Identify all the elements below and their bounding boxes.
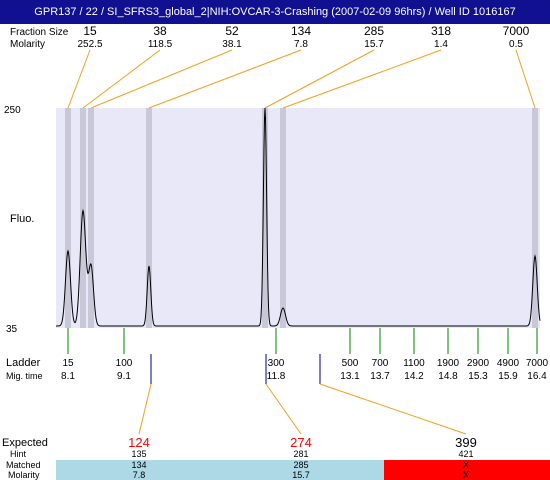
molarity-label: Molarity — [10, 39, 45, 50]
fraction-molarity: 15.7 — [364, 39, 384, 50]
fraction-size-label: Fraction Size — [10, 27, 69, 38]
fraction-leader — [264, 49, 375, 109]
peak-bands — [65, 108, 538, 328]
expected-leader — [265, 383, 302, 435]
hint-value: 135 — [131, 449, 146, 459]
matched-value: X — [463, 460, 469, 470]
ladder-time: 13.7 — [370, 371, 390, 382]
peak-band — [65, 108, 71, 328]
fraction-leader — [90, 49, 233, 109]
hint-value: 421 — [458, 449, 473, 459]
expected-leaders — [138, 383, 467, 435]
ladder-size: 100 — [116, 358, 133, 369]
fraction-leaders — [67, 49, 536, 109]
expected-leader — [319, 383, 467, 435]
ladder-time: 13.1 — [340, 371, 360, 382]
y-axis-bottom-label: 35 — [6, 324, 18, 335]
match-ticks — [150, 354, 321, 384]
match-cell — [222, 460, 384, 480]
peak-band — [280, 108, 286, 328]
expected-value: 274 — [290, 435, 312, 450]
peak-band — [88, 108, 94, 328]
ladder-size: 2900 — [467, 358, 490, 369]
expected-value: 399 — [455, 435, 477, 450]
ladder-time: 16.4 — [527, 371, 547, 382]
ladder-size: 700 — [372, 358, 389, 369]
fraction-molarity: 7.8 — [294, 39, 308, 50]
fraction-leader — [67, 49, 91, 109]
ladder-size: 15 — [62, 358, 74, 369]
ladder-time: 14.8 — [438, 371, 458, 382]
fraction-molarity: 1.4 — [434, 39, 448, 50]
fraction-size: 52 — [225, 24, 239, 38]
ladder-time: 9.1 — [117, 371, 131, 382]
window-title: GPR137 / 22 / SI_SFRS3_global_2|NIH:OVCA… — [0, 0, 550, 24]
fraction-size: 7000 — [503, 24, 530, 38]
y-axis-top-label: 250 — [4, 105, 21, 116]
fraction-size: 38 — [153, 24, 167, 38]
electropherogram: Fraction Size Molarity 250 35 Fluo. 1525… — [2, 24, 550, 480]
matched-value: 134 — [131, 460, 146, 470]
peak-band — [532, 108, 538, 328]
fraction-leader — [148, 49, 302, 109]
matched-molarity: X — [463, 470, 469, 480]
fluo-label: Fluo. — [10, 213, 34, 225]
fraction-leader — [82, 49, 161, 109]
match-cell — [56, 460, 222, 480]
ladder-time: 15.9 — [498, 371, 518, 382]
fraction-size: 285 — [364, 24, 384, 38]
fraction-size: 318 — [431, 24, 451, 38]
peak-band — [80, 108, 86, 328]
ladder-size: 300 — [268, 358, 285, 369]
ladder-time: 8.1 — [61, 371, 75, 382]
expected-value: 124 — [128, 435, 150, 450]
expected-label: Expected — [2, 437, 48, 449]
ladder-size: 1100 — [403, 358, 425, 369]
molarity-bottom-label: Molarity — [8, 470, 40, 480]
ladder-time: 14.2 — [404, 371, 424, 382]
plot-area — [56, 108, 540, 328]
hint-value: 281 — [293, 449, 308, 459]
expected-leader — [138, 383, 152, 435]
peak-band — [146, 108, 152, 328]
ladder-size: 1900 — [437, 358, 460, 369]
ladder-size: 4900 — [497, 358, 520, 369]
mig-time-label: Mig. time — [6, 371, 43, 381]
fraction-size: 134 — [291, 24, 311, 38]
ladder-size: 500 — [342, 358, 359, 369]
fraction-molarity: 118.5 — [148, 39, 173, 50]
matched-molarity: 15.7 — [292, 470, 310, 480]
fraction-leader — [515, 49, 536, 109]
peak-band — [262, 108, 268, 328]
matched-value: 285 — [293, 460, 308, 470]
fraction-molarity: 0.5 — [509, 39, 523, 50]
hint-label: Hint — [10, 449, 27, 459]
fraction-molarity: 38.1 — [222, 39, 242, 50]
ladder-label: Ladder — [6, 357, 41, 369]
ladder-time: 11.8 — [267, 371, 286, 382]
ladder-time: 15.3 — [468, 371, 488, 382]
fluorescence-trace — [56, 107, 541, 327]
matched-molarity: 7.8 — [133, 470, 146, 480]
ladder-size: 7000 — [526, 358, 549, 369]
fraction-molarity: 252.5 — [77, 39, 102, 50]
matched-label: Matched — [6, 460, 41, 470]
fraction-size: 15 — [83, 24, 97, 38]
ladder-markers: 15 8.1 100 9.1 300 11.8 500 13.1 700 13.7 1100 14.2… — [61, 328, 549, 382]
match-cell — [384, 460, 550, 480]
fraction-leader — [282, 49, 442, 109]
